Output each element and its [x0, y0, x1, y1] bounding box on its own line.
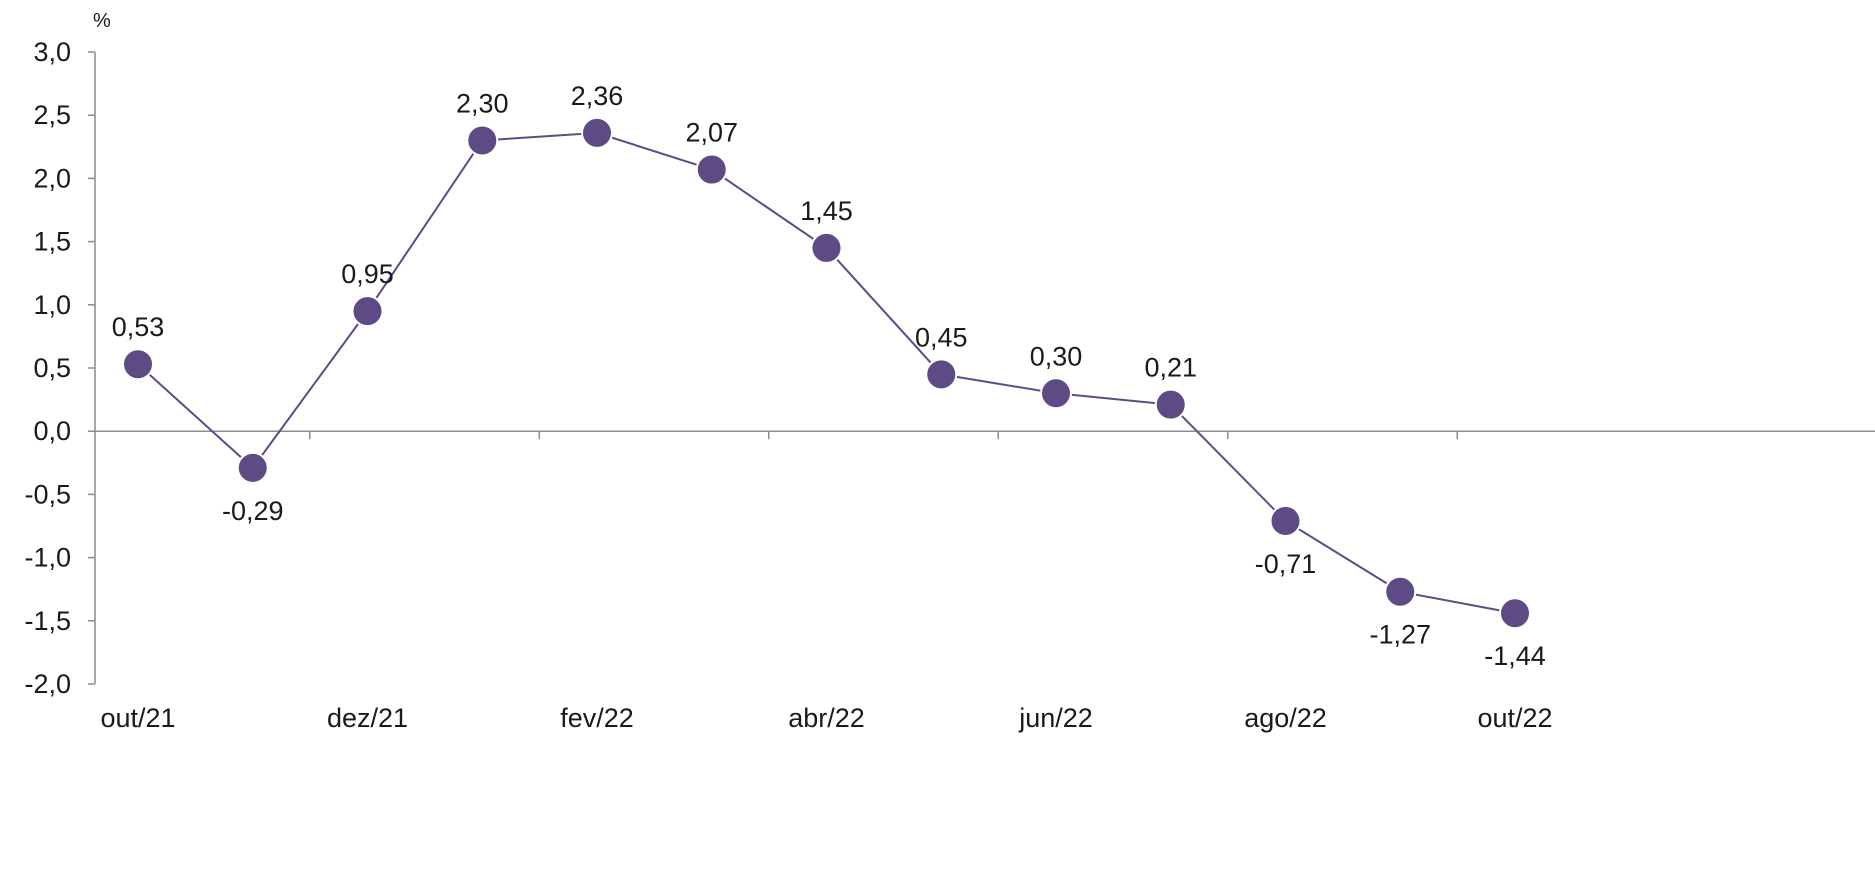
data-label: 0,53: [112, 312, 165, 342]
data-label: -1,44: [1484, 641, 1546, 671]
y-tick-label: 2,0: [33, 163, 71, 193]
data-point: [1499, 597, 1531, 630]
data-point: [695, 153, 728, 186]
y-tick-label: -2,0: [24, 669, 71, 699]
data-label: 2,07: [685, 118, 738, 148]
data-points: [122, 116, 1531, 630]
data-label: 0,30: [1030, 341, 1083, 371]
data-label: 2,36: [571, 81, 624, 111]
data-point: [1384, 575, 1417, 608]
x-tick-label: dez/21: [327, 703, 408, 733]
y-tick-label: 0,0: [33, 416, 71, 446]
data-label: -0,29: [222, 496, 284, 526]
data-label: -1,27: [1369, 620, 1431, 650]
x-tick-label: out/21: [100, 703, 175, 733]
y-tick-label: 1,0: [33, 290, 71, 320]
data-label: 1,45: [800, 196, 853, 226]
data-labels: 0,53 -0,29 0,95 2,30 2,36 2,07 1,45 0,45 0,30 0,2…: [112, 81, 1546, 671]
x-tick-label: out/22: [1477, 703, 1552, 733]
y-tick-label: 1,5: [33, 227, 71, 257]
data-label: 0,21: [1144, 353, 1197, 383]
data-point: [1040, 377, 1072, 410]
x-tick-label: jun/22: [1018, 703, 1093, 733]
data-label: 0,45: [915, 322, 968, 352]
data-label: 0,95: [341, 259, 394, 289]
y-axis-unit-label: %: [93, 10, 111, 32]
y-tick-label: -1,0: [24, 543, 71, 573]
data-label: -0,71: [1255, 549, 1317, 579]
data-point: [1154, 388, 1187, 421]
data-point: [581, 116, 613, 149]
y-tick-label: -1,5: [24, 606, 71, 636]
x-axis-ticks: out/21 dez/21 fev/22 abr/22 jun/22 ago/22 out/…: [100, 431, 1553, 733]
y-tick-label: 3,0: [33, 37, 71, 67]
data-point: [351, 295, 384, 328]
y-tick-label: 2,5: [33, 100, 71, 130]
x-tick-label: abr/22: [788, 703, 865, 733]
data-point: [810, 231, 843, 264]
y-axis-ticks: 3,0 2,5 2,0 1,5 1,0 0,5 0,0 -0,5 -1,0 -1,5 -2,0: [24, 37, 95, 699]
data-point: [122, 348, 154, 381]
x-tick-label: ago/22: [1244, 703, 1327, 733]
axes: [94, 52, 1875, 684]
data-point: [466, 124, 499, 157]
data-point: [1269, 504, 1302, 537]
data-point: [236, 451, 269, 484]
y-tick-label: -0,5: [24, 479, 71, 509]
y-tick-label: 0,5: [33, 353, 71, 383]
data-point: [925, 358, 958, 391]
x-tick-label: fev/22: [560, 703, 634, 733]
data-label: 2,30: [456, 88, 509, 118]
